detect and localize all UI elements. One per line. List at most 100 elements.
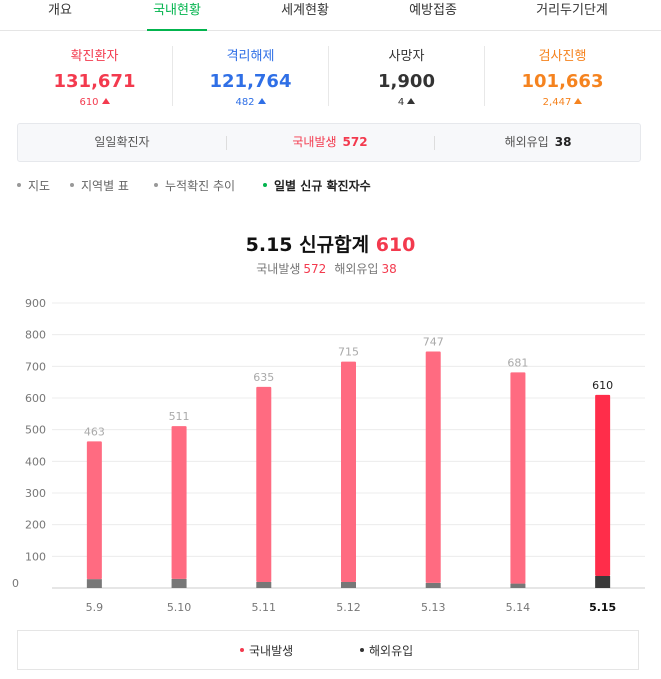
- bar-overseas: [86, 579, 102, 588]
- x-tick-label: 5.9: [86, 601, 104, 614]
- tab-overview[interactable]: 개요: [48, 3, 72, 18]
- divider: [172, 46, 173, 106]
- daily-overseas-value: 38: [554, 135, 572, 149]
- tab-domestic[interactable]: 국내현황: [147, 0, 207, 31]
- stat-label: 확진환자: [70, 49, 119, 64]
- stat-delta-value: 610: [79, 97, 99, 108]
- daily-overseas: 해외유입 38: [434, 124, 642, 161]
- subtitle-overseas-value: 38: [381, 262, 397, 276]
- submenu-label: 누적확진 추이: [165, 179, 236, 193]
- y-tick-label: 800: [25, 329, 46, 342]
- tab-vaccination[interactable]: 예방접종: [409, 3, 457, 18]
- bullet-icon: [154, 183, 158, 187]
- divider: [434, 136, 435, 150]
- daily-domestic: 국내발생 572: [226, 124, 434, 161]
- bar-total-label: 681: [507, 356, 528, 369]
- legend-item-overseas[interactable]: 해외유입: [360, 631, 413, 671]
- bar-domestic: [425, 351, 441, 583]
- stat-label: 격리해제: [226, 49, 275, 64]
- bar-total-label: 610: [592, 379, 613, 392]
- stat-value: 121,764: [209, 71, 292, 92]
- divider: [328, 46, 329, 106]
- y-tick-label: 500: [25, 424, 46, 437]
- y-tick-label: 600: [25, 392, 46, 405]
- x-tick-label: 5.11: [252, 601, 277, 614]
- stat-delta: 2,447: [485, 96, 640, 110]
- chart-title: 5.15 신규합계 610: [0, 230, 661, 257]
- submenu-label: 일별 신규 확진자수: [274, 179, 371, 193]
- stat-delta-value: 482: [235, 97, 255, 108]
- stat-delta: 4: [329, 96, 484, 110]
- submenu-daily-new[interactable]: 일별 신규 확진자수: [263, 176, 371, 196]
- tab-distancing-level[interactable]: 거리두기단계: [536, 3, 608, 18]
- bar-total-label: 463: [84, 425, 105, 438]
- submenu-label: 지도: [28, 179, 51, 193]
- bar-overseas: [171, 578, 187, 588]
- bar-domestic: [171, 426, 187, 579]
- bar-total-label: 635: [253, 371, 274, 384]
- legend-label: 국내발생: [249, 644, 294, 658]
- y-tick-label: 200: [25, 519, 46, 532]
- bar-overseas: [595, 575, 611, 588]
- x-tick-label: 5.12: [336, 601, 361, 614]
- y-tick-label: 0: [12, 577, 19, 590]
- submenu-map[interactable]: 지도: [17, 176, 50, 196]
- x-tick-label: 5.15: [589, 601, 616, 614]
- chart-subtitle: 국내발생 572 해외유입 38: [0, 260, 661, 277]
- subtitle-domestic-value: 572: [303, 262, 327, 276]
- y-tick-label: 700: [25, 360, 46, 373]
- legend-dot-icon: [240, 648, 244, 652]
- bar-overseas: [510, 583, 526, 588]
- bar-domestic: [256, 386, 272, 582]
- submenu-cumulative-trend[interactable]: 누적확진 추이: [154, 176, 235, 196]
- stat-delta: 610: [17, 96, 172, 110]
- daily-domestic-value: 572: [342, 135, 368, 149]
- x-tick-label: 5.13: [421, 601, 446, 614]
- divider: [226, 136, 227, 150]
- daily-title: 일일확진자: [94, 135, 150, 149]
- stat-delta-value: 4: [397, 97, 405, 108]
- chart-title-label: 신규합계: [299, 234, 370, 256]
- daily-new-cases-chart: 0 100 200 300 400 500 600 700 800 900 463 5.9 511 5.1…: [12, 297, 645, 614]
- x-tick-label: 5.10: [167, 601, 192, 614]
- submenu-region-table[interactable]: 지역별 표: [70, 176, 129, 196]
- subtitle-overseas-label: 해외유입: [334, 262, 379, 276]
- chart-title-total: 610: [375, 234, 416, 256]
- bar-total-label: 747: [423, 335, 444, 348]
- bar-domestic: [595, 394, 611, 576]
- up-triangle-icon: [101, 98, 110, 104]
- daily-domestic-label: 국내발생: [292, 135, 337, 149]
- bar-total-label: 511: [169, 410, 190, 423]
- legend-label: 해외유입: [369, 644, 414, 658]
- bar-domestic: [510, 372, 526, 584]
- stat-confirmed: 확진환자 131,671 610: [17, 40, 172, 110]
- up-triangle-icon: [574, 98, 583, 104]
- stat-delta-value: 2,447: [542, 97, 572, 108]
- bullet-icon: [70, 183, 74, 187]
- legend-dot-icon: [360, 648, 364, 652]
- stat-testing: 검사진행 101,663 2,447: [485, 40, 640, 110]
- subtitle-domestic-label: 국내발생: [256, 262, 301, 276]
- divider: [484, 46, 485, 106]
- tab-world[interactable]: 세계현황: [281, 3, 329, 18]
- y-tick-label: 400: [25, 455, 46, 468]
- bar-domestic: [86, 441, 102, 580]
- stat-deaths: 사망자 1,900 4: [329, 40, 484, 110]
- bullet-icon: [263, 183, 267, 187]
- daily-overseas-label: 해외유입: [504, 135, 549, 149]
- up-triangle-icon: [257, 98, 266, 104]
- stat-label: 검사진행: [538, 49, 587, 64]
- stat-value: 131,671: [53, 71, 136, 92]
- stat-delta: 482: [173, 96, 328, 110]
- bar-overseas: [341, 581, 356, 588]
- chart-legend: 국내발생 해외유입: [17, 630, 639, 670]
- chart-title-date: 5.15: [245, 234, 293, 256]
- bar-total-label: 715: [338, 346, 359, 359]
- legend-item-domestic[interactable]: 국내발생: [240, 631, 293, 671]
- up-triangle-icon: [407, 98, 416, 104]
- stat-label: 사망자: [388, 49, 425, 64]
- x-tick-label: 5.14: [506, 601, 531, 614]
- y-tick-label: 300: [25, 487, 46, 500]
- stat-released: 격리해제 121,764 482: [173, 40, 328, 110]
- bar-overseas: [256, 581, 272, 588]
